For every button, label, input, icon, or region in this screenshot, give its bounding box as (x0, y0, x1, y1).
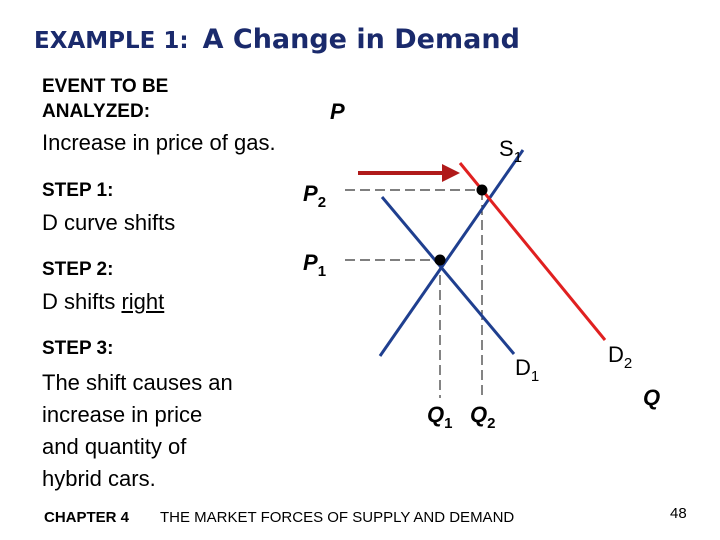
step1-text: D curve shifts (42, 210, 176, 235)
slide-title: EXAMPLE 1: A Change in Demand (34, 24, 520, 55)
step3-line: hybrid cars. (42, 466, 156, 491)
p1-label: P1 (303, 250, 326, 280)
supply-curve (378, 149, 525, 357)
shift-arrow-head (442, 164, 460, 182)
step2-text-prefix: D shifts (42, 289, 122, 314)
p2-label: P2 (303, 181, 326, 211)
step3-line: increase in price (42, 402, 203, 427)
step3-line: and quantity of (42, 434, 187, 459)
footer-chapter: CHAPTER 4 (44, 509, 130, 526)
footer-page-number: 48 (670, 505, 687, 522)
price-axis-label: P (330, 99, 345, 124)
equilibrium-point-2 (476, 184, 488, 196)
demand2-label: D2 (608, 342, 632, 372)
q1-label: Q1 (427, 402, 452, 432)
equilibrium-point-1 (434, 254, 446, 266)
step3-text: The shift causes an increase in price an… (42, 367, 233, 495)
demand-curve-d1 (380, 196, 516, 355)
event-label-line1: EVENT TO BE (42, 76, 169, 97)
event-label-line2: ANALYZED: (42, 101, 151, 122)
step3-label: STEP 3: (42, 338, 114, 359)
q2-label: Q2 (470, 402, 495, 432)
event-label: EVENT TO BE ANALYZED: (42, 74, 168, 124)
supply-label: S1 (499, 136, 522, 166)
quantity-axis-label: Q (643, 385, 660, 410)
footer-book-title: THE MARKET FORCES OF SUPPLY AND DEMAND (160, 509, 515, 526)
title-lead: EXAMPLE 1: (34, 28, 189, 54)
step3-line: The shift causes an (42, 370, 233, 395)
step2-text-underlined: right (121, 289, 165, 314)
step2-text: D shifts right (42, 286, 164, 318)
title-main: A Change in Demand (202, 24, 520, 55)
step1-label: STEP 1: (42, 180, 114, 201)
event-text: Increase in price of gas. (42, 130, 276, 155)
demand1-label: D1 (515, 355, 539, 385)
step2-label: STEP 2: (42, 259, 114, 280)
